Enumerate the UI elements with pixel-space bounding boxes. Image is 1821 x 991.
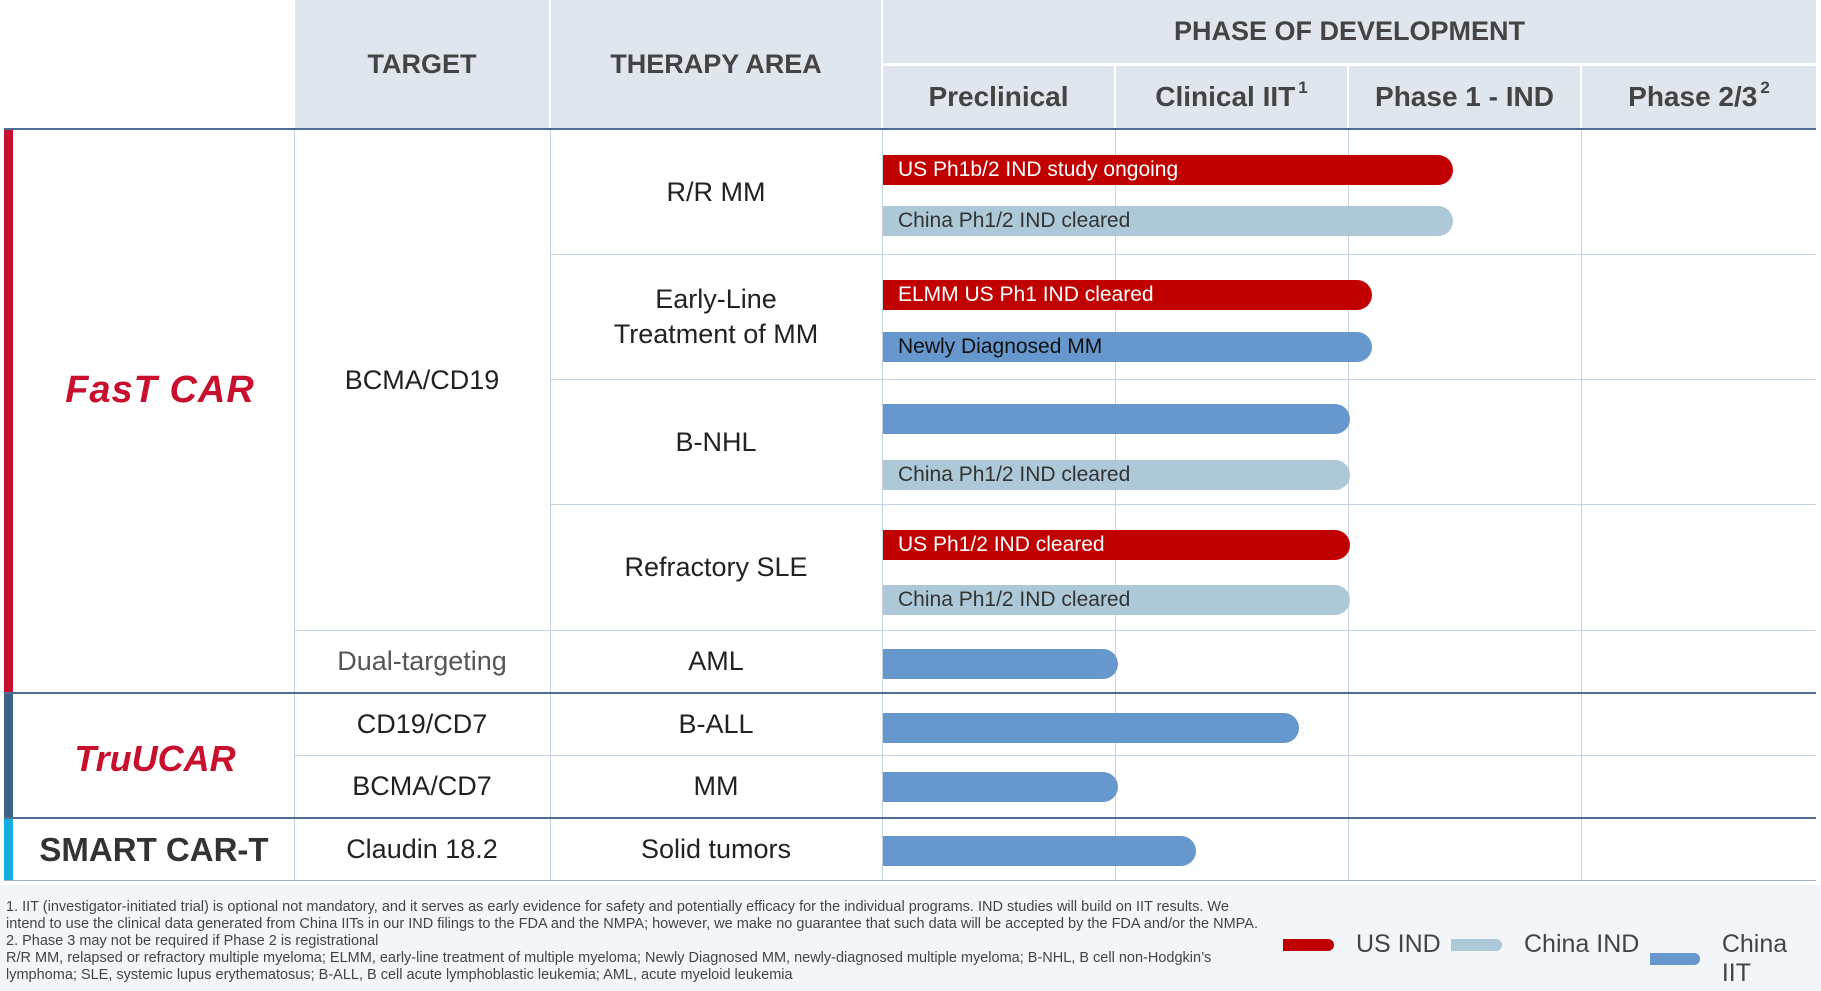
smart-cart-logo: SMART CAR-T bbox=[39, 831, 269, 868]
bar-rrmm-china-ind: China Ph1/2 IND cleared bbox=[883, 206, 1453, 236]
column-header-phase-of-development: PHASE OF DEVELOPMENT bbox=[883, 0, 1816, 63]
column-header-target: TARGET bbox=[295, 0, 549, 128]
grid-line bbox=[550, 504, 1816, 505]
therapy-area-solid-tumors: Solid tumors bbox=[640, 834, 792, 864]
column-header-preclinical: Preclinical bbox=[883, 66, 1114, 128]
bar-rrmm-us-ind: US Ph1b/2 IND study ongoing bbox=[883, 155, 1453, 185]
bar-bnhl-china-ind: China Ph1/2 IND cleared bbox=[883, 460, 1350, 490]
smart-cart-group-bar bbox=[4, 819, 13, 880]
column-header-phase1-ind: Phase 1 - IND bbox=[1349, 66, 1580, 128]
bar-mm-china-iit bbox=[883, 772, 1118, 802]
trucar-group-bar bbox=[4, 694, 13, 817]
grid-line bbox=[550, 379, 1816, 380]
group-divider bbox=[4, 692, 1816, 694]
table-bottom-line bbox=[4, 880, 1816, 881]
therapy-area-aml: AML bbox=[688, 646, 744, 676]
therapy-area-rr-mm: R/R MM bbox=[666, 176, 766, 207]
therapy-area-b-nhl: B-NHL bbox=[675, 426, 757, 457]
legend-swatch-us-ind bbox=[1283, 938, 1334, 951]
footnote-1-line-1: 1. IIT (investigator-initiated trial) is… bbox=[6, 899, 1229, 915]
footnote-marker-1: 1 bbox=[1298, 78, 1308, 97]
footnote-area bbox=[0, 885, 1821, 991]
target-bcma-cd19: BCMA/CD19 bbox=[344, 364, 500, 395]
target-cd19-cd7: CD19/CD7 bbox=[356, 709, 488, 739]
target-bcma-cd7: BCMA/CD7 bbox=[352, 771, 492, 801]
bar-bnhl-china-iit bbox=[883, 404, 1350, 434]
trucar-logo: TruUCAR bbox=[74, 738, 236, 779]
group-divider bbox=[4, 817, 1816, 819]
bar-elmm-china-iit: Newly Diagnosed MM bbox=[883, 332, 1372, 362]
bar-aml-china-iit bbox=[883, 649, 1118, 679]
abbreviations-line-1: R/R MM, relapsed or refractory multiple … bbox=[6, 950, 1212, 966]
therapy-area-mm: MM bbox=[693, 771, 739, 801]
grid-line bbox=[882, 130, 883, 881]
bar-solid-tumors-china-iit bbox=[883, 836, 1196, 866]
header-divider bbox=[4, 128, 1816, 130]
column-header-therapy-area: THERAPY AREA bbox=[551, 0, 881, 128]
bar-sle-us-ind: US Ph1/2 IND cleared bbox=[883, 530, 1350, 560]
footnote-marker-2: 2 bbox=[1760, 78, 1770, 97]
fastcar-logo: FasT CAR bbox=[65, 368, 255, 411]
column-header-clinical-iit: Clinical IIT 1 bbox=[1116, 66, 1347, 128]
legend-us-ind: US IND bbox=[1283, 930, 1441, 959]
grid-line bbox=[550, 254, 1816, 255]
therapy-area-refractory-sle: Refractory SLE bbox=[624, 552, 808, 582]
legend-swatch-china-iit bbox=[1650, 953, 1700, 965]
legend-china-ind: China IND bbox=[1451, 930, 1639, 959]
footnote-2: 2. Phase 3 may not be required if Phase … bbox=[6, 933, 379, 949]
footnote-1-line-2: intend to use the clinical data generate… bbox=[6, 916, 1258, 932]
therapy-area-early-line-mm: Early-Line Treatment of MM bbox=[613, 284, 819, 349]
target-claudin-18-2: Claudin 18.2 bbox=[346, 834, 498, 864]
bar-b-all-china-iit bbox=[883, 713, 1299, 743]
therapy-area-b-all: B-ALL bbox=[678, 709, 754, 739]
grid-line bbox=[294, 630, 1816, 631]
fastcar-group-bar bbox=[4, 130, 13, 692]
bar-sle-china-ind: China Ph1/2 IND cleared bbox=[883, 585, 1350, 615]
target-dual-targeting: Dual-targeting bbox=[337, 646, 507, 676]
grid-line bbox=[550, 130, 551, 881]
grid-line bbox=[1115, 130, 1116, 881]
grid-line bbox=[294, 755, 1816, 756]
legend-swatch-china-ind bbox=[1451, 938, 1502, 951]
grid-line bbox=[1348, 130, 1349, 881]
grid-line bbox=[294, 130, 295, 881]
grid-line bbox=[1581, 130, 1582, 881]
bar-elmm-us-ind: ELMM US Ph1 IND cleared bbox=[883, 280, 1372, 310]
legend-china-iit: China IIT bbox=[1650, 930, 1821, 988]
column-header-phase23: Phase 2/3 2 bbox=[1582, 66, 1816, 128]
abbreviations-line-2: lymphoma; SLE, systemic lupus erythemato… bbox=[6, 967, 793, 983]
